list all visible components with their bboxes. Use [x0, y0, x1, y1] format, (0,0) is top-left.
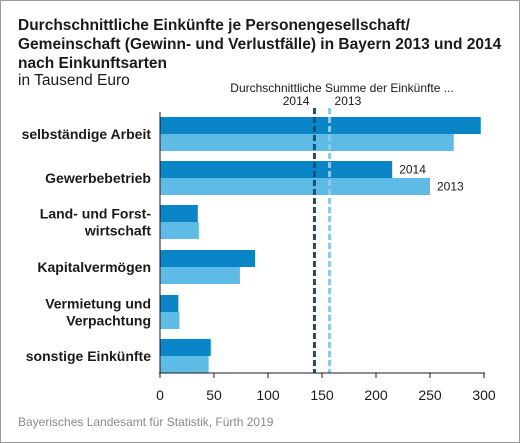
- bar-2013-5: [160, 356, 209, 373]
- bar-2014-5: [160, 339, 211, 356]
- bar-2014-2: [160, 205, 198, 222]
- bar-2013-4: [160, 312, 180, 329]
- reference-line-label-2014: 2014: [283, 94, 310, 108]
- bar-2014-1: [160, 161, 393, 178]
- chart-subtitle: in Tausend Euro: [18, 72, 130, 89]
- bar-2013-1: [160, 178, 430, 195]
- chart-title: Durchschnittliche Einkünfte je Personeng…: [18, 17, 502, 72]
- reference-line-label-2013: 2013: [335, 94, 362, 108]
- category-label-3-0: Kapitalvermögen: [37, 259, 151, 275]
- reference-lines-label: Durchschnittliche Summe der Einkünfte ..…: [230, 81, 453, 95]
- category-label-0-0: selbständige Arbeit: [22, 126, 152, 142]
- x-tick-label-250: 250: [418, 387, 442, 403]
- x-tick-label-150: 150: [310, 387, 334, 403]
- bar-2013-3: [160, 267, 240, 284]
- x-tick-label-0: 0: [156, 387, 164, 403]
- series-label-2014: 2014: [399, 163, 426, 177]
- x-tick-label-50: 50: [206, 387, 222, 403]
- category-label-4-0: Vermietung und: [45, 296, 151, 312]
- source-note: Bayerisches Landesamt für Statistik, Für…: [18, 415, 274, 429]
- x-tick-label-300: 300: [472, 387, 496, 403]
- bar-2014-4: [160, 295, 179, 312]
- bar-2013-0: [160, 134, 454, 151]
- x-tick-label-100: 100: [256, 387, 280, 403]
- category-label-2-0: Land- und Forst-: [40, 206, 152, 222]
- category-label-1-0: Gewerbebetrieb: [45, 170, 151, 186]
- bar-2013-2: [160, 222, 199, 239]
- category-label-2-1: wirtschaft: [84, 223, 151, 239]
- series-label-2013: 2013: [437, 180, 464, 194]
- bar-2014-3: [160, 250, 256, 267]
- x-tick-label-200: 200: [364, 387, 388, 403]
- bar-2014-0: [160, 117, 481, 134]
- category-label-5-0: sonstige Einkünfte: [26, 348, 151, 364]
- category-label-4-1: Verpachtung: [66, 313, 151, 329]
